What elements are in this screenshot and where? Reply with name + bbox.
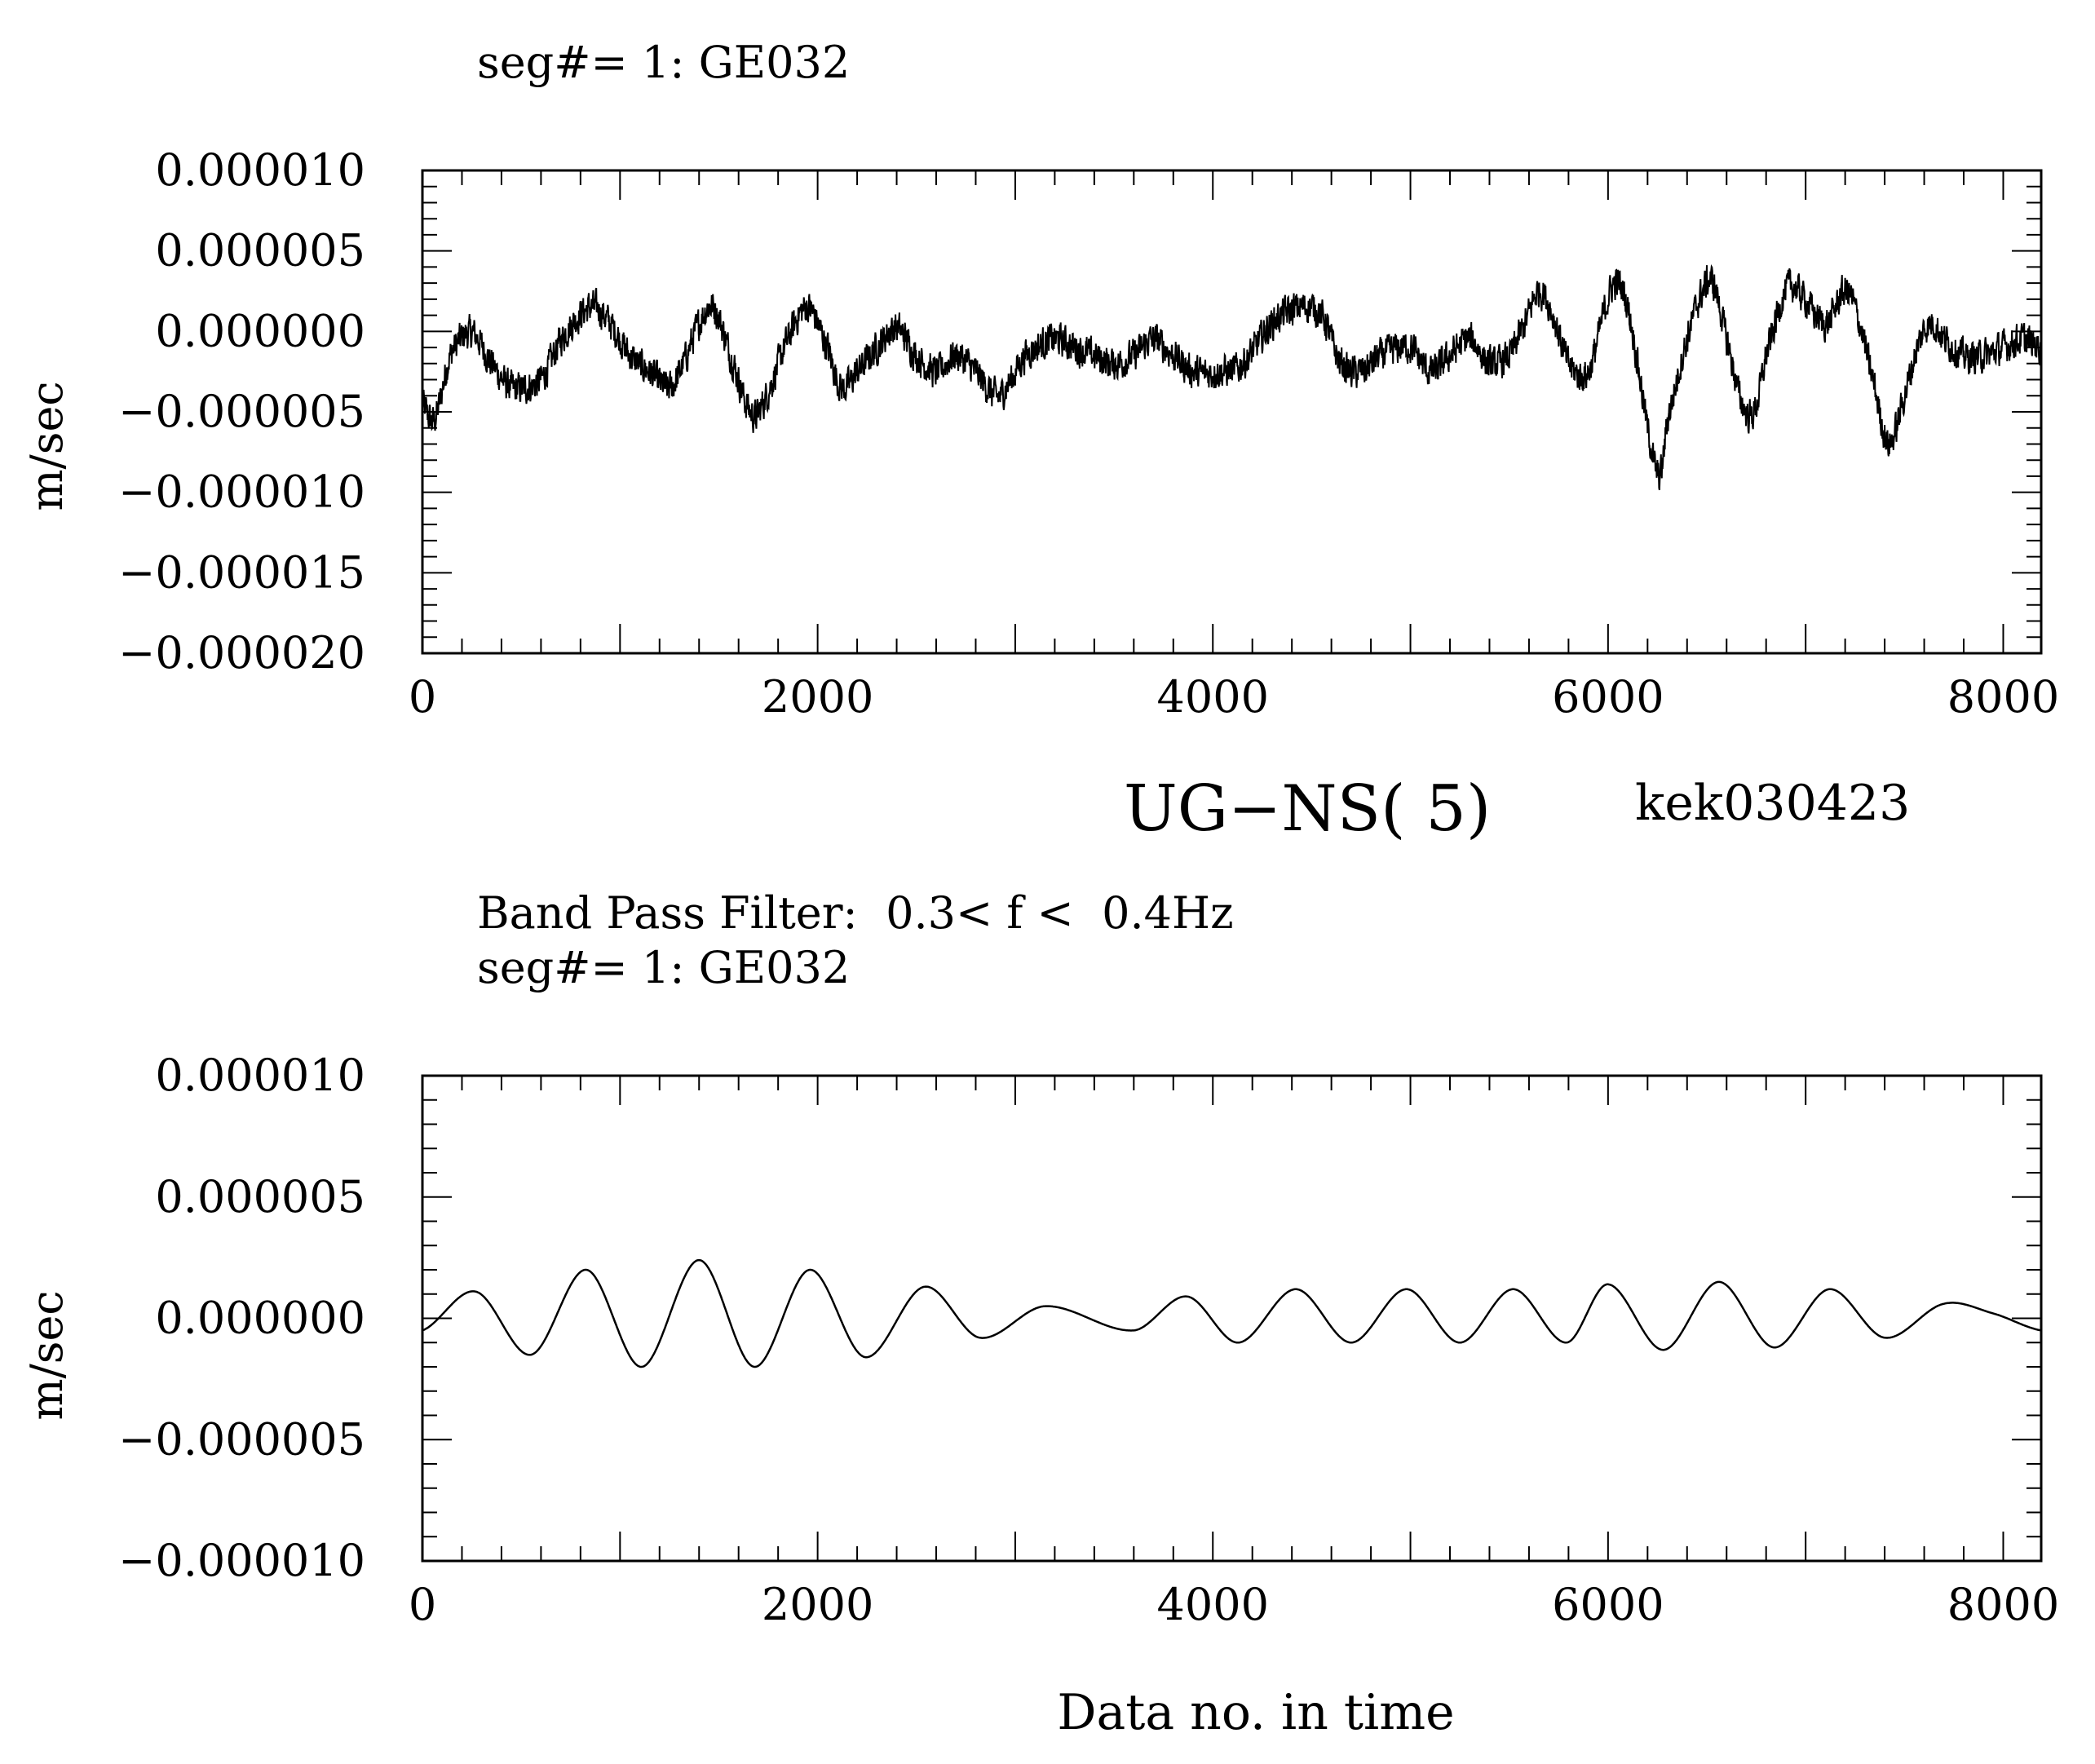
bottom-panel-x-axis-label: Data no. in time	[1057, 1684, 1454, 1741]
bottom-panel-x-tick-labels: 0 2000 4000 6000 8000	[409, 1579, 2059, 1630]
x-tick-label: 4000	[1157, 671, 1269, 723]
top-panel-major-ticks	[422, 170, 2041, 654]
y-tick-label: −0.000010	[118, 1535, 365, 1586]
y-tick-label: 0.000005	[155, 225, 365, 276]
bottom-panel-minor-ticks	[422, 1076, 2041, 1561]
bottom-panel-series-filtered-velocity	[422, 1258, 2042, 1368]
bottom-panel-y-tick-labels: 0.000010 0.000005 0.000000 −0.000005 −0.0000…	[118, 1050, 365, 1586]
top-panel-y-axis-label: m/sec	[21, 381, 73, 511]
run-id-label: kek030423	[1635, 775, 1910, 832]
y-tick-label: −0.000010	[118, 466, 365, 518]
top-panel: seg#= 1: GE032 m/sec 0.0000100.0000050.0…	[21, 37, 2059, 723]
y-tick-label: 0.000010	[155, 144, 365, 196]
y-tick-label: −0.000020	[118, 627, 365, 679]
x-tick-label: 6000	[1552, 671, 1664, 723]
y-tick-label: 0.000005	[155, 1171, 365, 1222]
bottom-panel-filter-label: Band Pass Filter: 0.3< f < 0.4Hz	[477, 887, 1234, 939]
y-tick-label: −0.000005	[118, 1413, 365, 1465]
top-panel-minor-ticks	[422, 170, 2041, 653]
y-tick-label: 0.000000	[155, 305, 365, 356]
top-panel-segment-label: seg#= 1: GE032	[477, 37, 850, 88]
y-tick-label: 0.000010	[155, 1050, 365, 1101]
top-panel-y-tick-labels: 0.000010 0.000005 0.000000 −0.000005 −0.0000…	[118, 144, 365, 679]
y-tick-label: 0.000000	[155, 1293, 365, 1344]
top-panel-x-tick-labels: 0 2000 4000 6000 8000	[409, 671, 2059, 723]
x-tick-label: 6000	[1552, 1579, 1664, 1630]
x-tick-label: 2000	[762, 1579, 873, 1630]
x-tick-label: 8000	[1947, 1579, 2059, 1630]
x-tick-label: 4000	[1157, 1579, 1269, 1630]
x-tick-label: 0	[409, 1579, 436, 1630]
bottom-panel-y-axis-label: m/sec	[21, 1290, 73, 1420]
x-tick-label: 0	[409, 671, 436, 723]
x-tick-label: 2000	[762, 671, 873, 723]
bottom-panel: Band Pass Filter: 0.3< f < 0.4Hz seg#= 1…	[21, 887, 2059, 1741]
chart-title: UG−NS( 5)	[1124, 772, 1491, 846]
x-tick-label: 8000	[1947, 671, 2059, 723]
top-panel-series-raw-velocity	[422, 264, 2042, 491]
y-tick-label: −0.000015	[118, 546, 365, 598]
bottom-panel-segment-label: seg#= 1: GE032	[477, 942, 850, 993]
y-tick-label: −0.000005	[118, 386, 365, 437]
bottom-panel-major-ticks	[422, 1075, 2041, 1562]
